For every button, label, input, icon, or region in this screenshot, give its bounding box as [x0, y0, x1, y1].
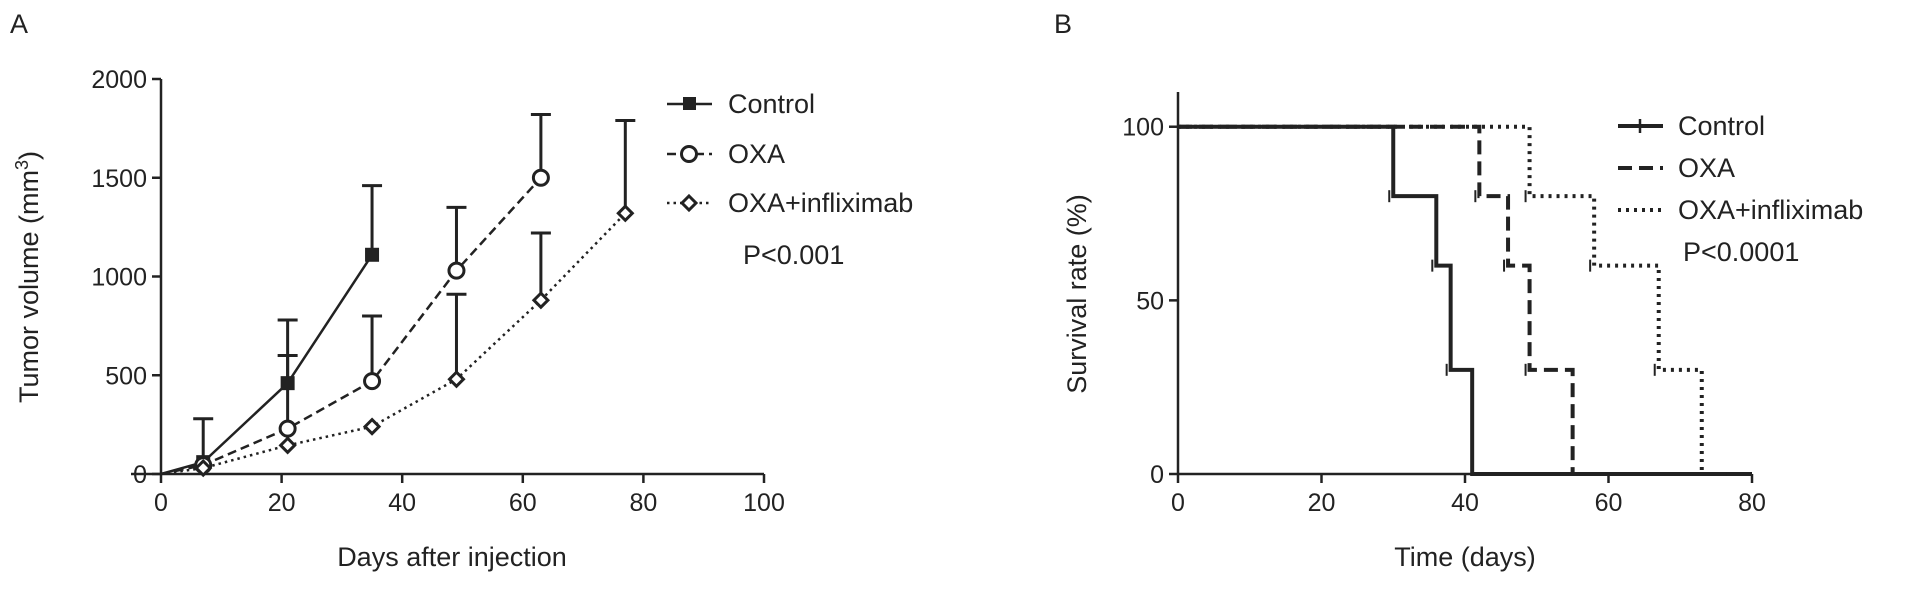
- panel-a-y-tick-label: 2000: [91, 66, 147, 94]
- panel-a-x-tick-label: 40: [388, 489, 416, 517]
- panel-b-survival-chart: B 0 20 40 60 80 0 50 100 Time (days) Survival …: [1054, 9, 1863, 572]
- panel-label-b: B: [1054, 9, 1072, 39]
- panel-a-tumor-volume-chart: A 0 20 40 60 80 100 0 500 1000 1500 2000 Days aft…: [10, 9, 913, 572]
- panel-b-y-ticks: 0 50 100: [1122, 114, 1178, 489]
- legend-label-oxa: OXA: [728, 139, 785, 169]
- panel-b-x-tick-label: 0: [1171, 489, 1185, 517]
- panel-b-y-axis-title: Survival rate (%): [1062, 194, 1092, 394]
- panel-a-legend: Control OXA OXA+infliximab: [667, 89, 913, 218]
- error-bar-control: [362, 184, 383, 255]
- panel-a-y-tick-label: 500: [105, 362, 147, 390]
- panel-a-legend-item-control: Control: [667, 89, 815, 119]
- legend-b-label-oxa-infliximab: OXA+infliximab: [1678, 195, 1863, 225]
- legend-b-label-oxa: OXA: [1678, 153, 1735, 183]
- legend-b-label-control: Control: [1678, 111, 1765, 141]
- panel-a-y-axis-title: Tumor volume (mm3): [12, 151, 44, 403]
- panel-b-plot-area: [1178, 124, 1752, 476]
- panel-b-x-axis-title: Time (days): [1394, 542, 1536, 572]
- panel-a-plot-area: [160, 113, 636, 478]
- survival-curve-oxa: [1178, 124, 1752, 476]
- legend-label-oxa-infliximab: OXA+infliximab: [728, 188, 913, 218]
- data-point-control: [365, 247, 380, 262]
- data-point-oxa-infliximab: [362, 417, 382, 436]
- panel-a-y-tick-label: 1000: [91, 264, 147, 292]
- panel-b-x-tick-label: 20: [1308, 489, 1336, 517]
- data-point-control: [280, 376, 295, 391]
- panel-a-x-axis-title: Days after injection: [337, 542, 567, 572]
- series-line-oxa: [160, 176, 542, 476]
- panel-label-a: A: [10, 9, 28, 39]
- survival-curve-oxa-infliximab: [1178, 124, 1752, 476]
- panel-b-x-tick-label: 40: [1451, 489, 1479, 517]
- survival-curve-control: [1178, 124, 1752, 476]
- panel-b-legend-item-oxa-infliximab: OXA+infliximab: [1618, 195, 1863, 225]
- error-bar-oxa-infliximab: [615, 118, 636, 214]
- panel-b-p-value: P<0.0001: [1683, 237, 1799, 267]
- panel-b-x-tick-label: 60: [1595, 489, 1623, 517]
- data-point-oxa: [278, 419, 297, 438]
- panel-b-y-tick-label: 100: [1122, 114, 1164, 142]
- panel-b-legend: Control OXA OXA+infliximab: [1618, 111, 1863, 225]
- panel-a-x-tick-label: 20: [268, 489, 296, 517]
- error-bar-control: [193, 417, 214, 463]
- panel-a-y-ticks: 0 500 1000 1500 2000: [91, 66, 161, 489]
- error-bar-oxa: [362, 314, 383, 382]
- panel-a-x-ticks: 0 20 40 60 80 100: [154, 474, 785, 517]
- panel-a-x-tick-label: 60: [509, 489, 537, 517]
- data-point-oxa: [447, 261, 466, 280]
- panel-a-y-tick-label: 1500: [91, 165, 147, 193]
- data-point-oxa-infliximab: [194, 458, 213, 478]
- series-line-control: [160, 254, 374, 476]
- panel-a-legend-item-oxa: OXA: [667, 139, 785, 169]
- panel-a-x-tick-label: 80: [629, 489, 657, 517]
- data-point-oxa: [363, 372, 382, 391]
- data-point-oxa-infliximab: [616, 204, 635, 223]
- data-point-oxa: [531, 168, 550, 187]
- error-bar-oxa: [530, 113, 551, 178]
- panel-b-y-tick-label: 50: [1136, 287, 1164, 315]
- panel-b-x-tick-label: 80: [1738, 489, 1766, 517]
- error-bar-oxa-infliximab: [530, 231, 551, 301]
- error-bar-oxa-infliximab: [446, 292, 467, 380]
- panel-a-x-tick-label: 0: [154, 489, 168, 517]
- panel-a-legend-item-oxa-infliximab: OXA+infliximab: [667, 188, 913, 218]
- data-point-oxa-infliximab: [278, 436, 297, 455]
- error-bar-oxa: [446, 205, 467, 271]
- legend-label-control: Control: [728, 89, 815, 119]
- panel-b-legend-item-control: Control: [1618, 111, 1765, 141]
- error-bar-oxa: [277, 354, 298, 429]
- panel-a-x-tick-label: 100: [743, 489, 785, 517]
- panel-b-legend-item-oxa: OXA: [1618, 153, 1735, 183]
- panel-b-x-ticks: 0 20 40 60 80: [1171, 474, 1766, 517]
- data-point-oxa-infliximab: [447, 370, 466, 389]
- data-point-oxa-infliximab: [531, 291, 551, 310]
- panel-a-p-value: P<0.001: [743, 240, 844, 270]
- panel-b-y-tick-label: 0: [1150, 461, 1164, 489]
- panel-a-y-tick-label: 0: [133, 461, 147, 489]
